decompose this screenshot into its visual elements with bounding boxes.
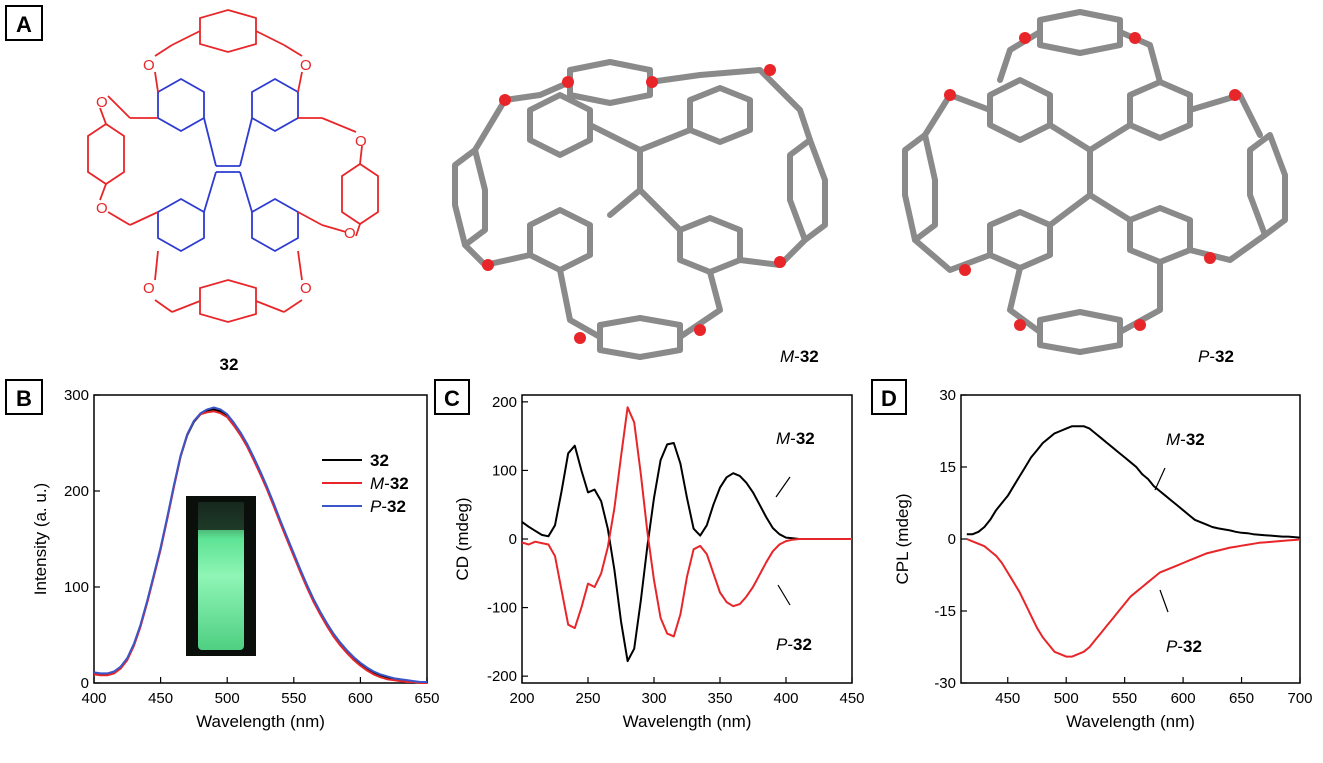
legend-entry-b: M-32 <box>370 474 409 493</box>
caption-p32-prefix: P <box>1198 347 1210 366</box>
x-tick-label-c: 300 <box>641 690 666 707</box>
caption-m32: M-32 <box>780 347 819 366</box>
series-annotation-d: M-32 <box>1166 430 1205 449</box>
svg-text:O: O <box>143 57 155 74</box>
series-annotation-d: P-32 <box>1166 637 1202 656</box>
vial-photo <box>186 496 256 656</box>
caption-m32-number: 32 <box>800 347 819 366</box>
svg-text:O: O <box>96 200 108 217</box>
series-line-c-1 <box>521 406 852 638</box>
crystal-m32-oxygens <box>482 64 786 344</box>
x-axis-title-d: Wavelength (nm) <box>1066 712 1195 731</box>
x-tick-label-d: 550 <box>1112 690 1137 707</box>
caption-p32-number: 32 <box>1215 347 1234 366</box>
annotation-arrow-c <box>777 584 791 606</box>
svg-text:O: O <box>344 225 356 242</box>
crystal-structure-m32 <box>452 59 828 360</box>
y-tick-label-d: 0 <box>948 531 956 548</box>
x-tick-label-c: 400 <box>773 690 798 707</box>
x-axis-title-b: Wavelength (nm) <box>196 712 325 731</box>
x-tick-label-b: 450 <box>148 690 173 707</box>
x-tick-label-b: 500 <box>215 690 240 707</box>
hydroquinone-bridges <box>87 9 379 323</box>
x-tick-label-d: 600 <box>1171 690 1196 707</box>
x-tick-label-c: 450 <box>839 690 864 707</box>
caption-32: 32 <box>220 355 239 374</box>
y-tick-label-d: -15 <box>934 603 956 620</box>
y-tick-label-b: 200 <box>64 483 89 500</box>
svg-text:O: O <box>143 280 155 297</box>
annotation-arrow-c <box>775 476 791 498</box>
annotation-arrow-d <box>1159 589 1169 613</box>
panel-b-label: B <box>16 386 32 411</box>
svg-text:O: O <box>96 94 108 111</box>
y-axis-title-b: Intensity (a. u.) <box>31 483 50 595</box>
panel-b-label-box <box>5 379 43 415</box>
y-tick-label-c: 0 <box>509 531 517 548</box>
panel-c-label-box <box>434 379 470 415</box>
y-tick-label-c: 200 <box>492 394 517 411</box>
svg-text:O: O <box>300 57 312 74</box>
y-tick-label-b: 0 <box>81 675 89 692</box>
chart-d: 450 500 550 600 650 700 -30 -15 0 15 30 Wavelength … <box>893 387 1313 731</box>
panel-c-label: C <box>444 386 460 411</box>
x-tick-label-d: 700 <box>1287 690 1312 707</box>
y-tick-label-b: 100 <box>64 579 89 596</box>
y-axis-title-c: CD (mdeg) <box>453 497 472 580</box>
caption-p32: P-32 <box>1198 347 1234 366</box>
vial-glow <box>198 502 244 650</box>
series-line-d-1 <box>966 538 1301 658</box>
caption-m32-prefix: M <box>780 347 795 366</box>
plot-frame-b <box>93 394 428 684</box>
series-annotation-c: M-32 <box>776 429 815 448</box>
y-tick-label-b: 300 <box>64 387 89 404</box>
panel-a-label: A <box>16 12 32 37</box>
tetraphenylethylene-core <box>157 77 299 253</box>
panel-a-label-box <box>5 5 43 41</box>
series-annotation-c: P-32 <box>776 635 812 654</box>
panel-d: D 450 500 550 600 650 700 -30 -15 0 15 30 Wavelengt… <box>871 379 1313 731</box>
y-axis-title-d: CPL (mdeg) <box>893 493 912 584</box>
y-tick-label-d: -30 <box>934 675 956 692</box>
x-tick-label-b: 550 <box>281 690 306 707</box>
x-tick-label-b: 400 <box>81 690 106 707</box>
x-tick-label-c: 200 <box>509 690 534 707</box>
y-tick-label-d: 30 <box>939 387 956 404</box>
series-line-c-0 <box>521 442 852 663</box>
x-tick-label-b: 600 <box>348 690 373 707</box>
panel-d-label-box <box>871 379 907 415</box>
x-axis-title-c: Wavelength (nm) <box>623 712 752 731</box>
y-tick-label-c: -200 <box>487 668 517 685</box>
series-line-b-2 <box>93 406 427 683</box>
y-tick-label-c: -100 <box>487 600 517 617</box>
legend-entry-b: P-32 <box>370 497 406 516</box>
panel-a: A <box>5 5 1288 374</box>
series-line-d-0 <box>966 425 1301 539</box>
plot-frame-d <box>960 394 1301 684</box>
chart-c: 200 250 300 350 400 450 -200 -100 0 100 200 Wavelen… <box>453 394 865 731</box>
annotation-arrow-d <box>1154 467 1166 491</box>
x-tick-label-d: 500 <box>1054 690 1079 707</box>
chart-b: 400 450 500 550 600 650 0 100 200 300 Wavelength (… <box>31 387 440 731</box>
structure-32: O O O O O O O O <box>87 9 379 323</box>
x-tick-label-b: 650 <box>414 690 439 707</box>
x-tick-label-c: 250 <box>575 690 600 707</box>
y-tick-label-c: 100 <box>492 462 517 479</box>
crystal-structure-p32 <box>902 9 1288 355</box>
svg-text:O: O <box>300 280 312 297</box>
oxygen-atoms: O O O O O O O O <box>96 57 367 297</box>
panel-c: C 200 250 300 350 400 450 -200 -100 0 100 200 Wavel… <box>434 379 865 731</box>
vial-cap <box>198 502 244 530</box>
legend-entry-b: 32 <box>370 451 389 470</box>
x-tick-label-d: 450 <box>995 690 1020 707</box>
crystal-p32-oxygens <box>944 32 1241 331</box>
panel-b: B 400 450 500 550 600 650 0 100 200 300 Wavelength… <box>5 379 440 731</box>
x-tick-label-d: 650 <box>1229 690 1254 707</box>
x-tick-label-c: 350 <box>707 690 732 707</box>
svg-text:O: O <box>355 133 367 150</box>
panel-d-label: D <box>881 386 897 411</box>
y-tick-label-d: 15 <box>939 459 956 476</box>
